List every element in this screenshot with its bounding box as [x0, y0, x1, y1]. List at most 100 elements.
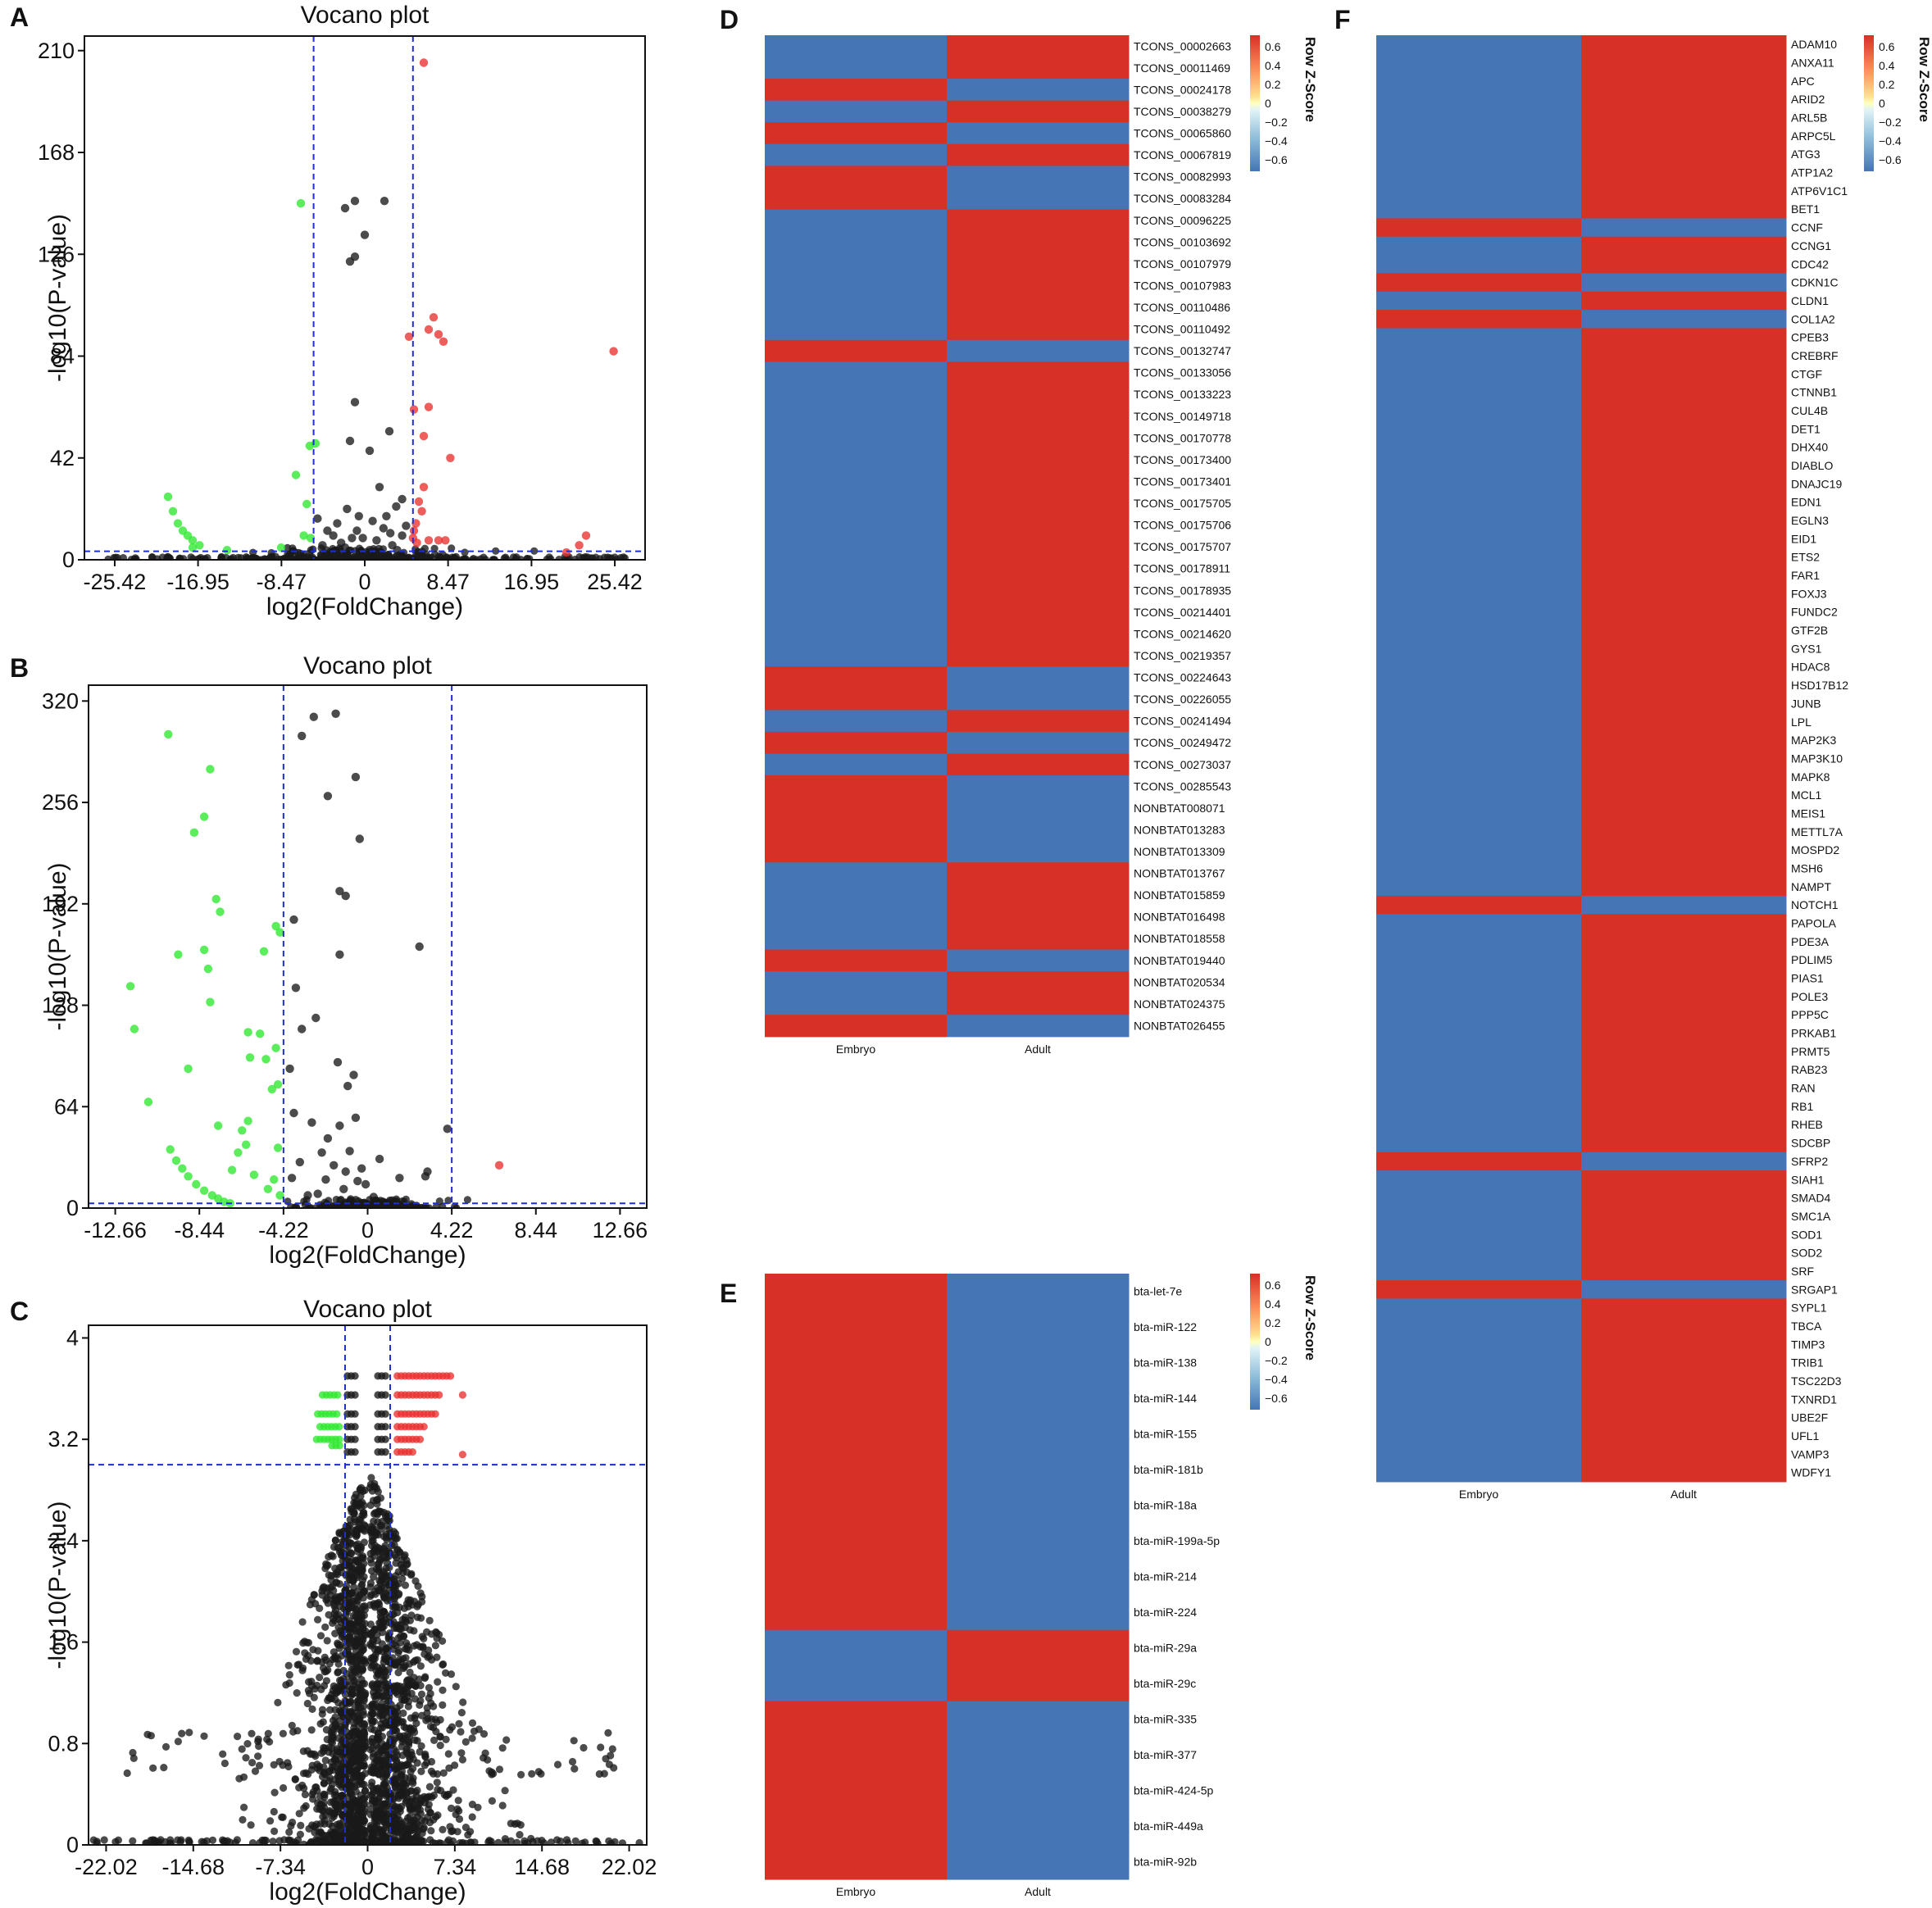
ns-point: [461, 1738, 470, 1746]
ns-point: [260, 555, 268, 560]
ns-point: [279, 1761, 287, 1769]
ns-point: [375, 1545, 384, 1553]
heatmap-cell: [947, 318, 1130, 341]
up-point: [441, 536, 450, 545]
ns-point: [611, 1838, 619, 1845]
heatmap-cell: [765, 275, 948, 298]
ns-point: [373, 1495, 382, 1504]
ns-point: [392, 1203, 400, 1208]
heatmap-row-label: UBE2F: [1791, 1411, 1828, 1424]
x-tick-label: -25.42: [84, 570, 147, 594]
ns-point: [339, 1184, 348, 1194]
ns-point: [280, 1783, 288, 1792]
heatmap-row-label: NONBTAT015859: [1134, 888, 1225, 902]
ns-point: [395, 1621, 403, 1629]
heatmap-row-label: NONBTAT016498: [1134, 911, 1225, 924]
heatmap-row-label: TCONS_00214401: [1134, 606, 1231, 619]
ns-point: [308, 1705, 316, 1713]
heatmap-cell: [1581, 236, 1787, 256]
ns-point: [275, 555, 283, 560]
ns-point: [448, 1723, 457, 1731]
ns-point: [439, 1637, 447, 1645]
heatmap-cell: [1376, 712, 1582, 732]
ns-point: [562, 1836, 571, 1844]
x-tick-label: 7.34: [434, 1855, 477, 1879]
heatmap-cell: [947, 209, 1130, 232]
ns-point: [352, 1541, 360, 1549]
heatmap-cell: [1376, 566, 1582, 585]
ns-point: [407, 1689, 416, 1697]
ns-point: [279, 1729, 287, 1738]
ns-point: [200, 1732, 208, 1740]
ns-point: [300, 553, 308, 560]
down-point: [306, 534, 316, 543]
x-tick-label: -4.22: [258, 1218, 309, 1242]
heatmap-cell: [765, 1665, 948, 1702]
ns-point: [318, 1710, 326, 1718]
x-tick-label: 8.44: [514, 1218, 557, 1242]
ns-point: [392, 502, 401, 511]
ns-point: [394, 1591, 402, 1599]
heatmap-cell: [947, 840, 1130, 863]
heatmap-cell: [765, 906, 948, 929]
ns-point: [152, 1838, 160, 1845]
heatmap-cell: [1376, 438, 1582, 457]
ns-point: [328, 1738, 337, 1747]
ns-point: [331, 1689, 339, 1697]
heatmap-cell: [1376, 877, 1582, 897]
heatmap-row-label: TCONS_00011469: [1134, 61, 1230, 75]
heatmap-cell: [1376, 346, 1582, 366]
heatmap-cell: [947, 405, 1130, 428]
ns-point: [380, 1607, 388, 1615]
heatmap-cell: [1581, 767, 1787, 787]
ns-point: [291, 1775, 299, 1783]
heatmap-row-label: PPP5C: [1791, 1008, 1829, 1021]
ns-point: [340, 555, 348, 560]
heatmap-cell: [947, 361, 1130, 384]
heatmap-cell: [1581, 895, 1787, 915]
ns-point: [346, 1752, 354, 1760]
heatmap-row-label: bta-miR-224: [1134, 1606, 1197, 1619]
heatmap-cell: [765, 1487, 948, 1524]
heatmap-cell: [947, 731, 1130, 755]
heatmap-row-label: SIAH1: [1791, 1173, 1825, 1186]
ns-point: [310, 1591, 318, 1599]
heatmap-cell: [1376, 785, 1582, 805]
heatmap-cell: [765, 470, 948, 493]
ns-point: [361, 1179, 370, 1189]
heatmap-cell: [1581, 639, 1787, 659]
heatmap-cell: [1376, 310, 1582, 329]
up-point: [431, 1410, 439, 1418]
heatmap-cell: [1581, 1261, 1787, 1281]
ns-point: [396, 1805, 404, 1813]
up-point: [458, 1391, 467, 1399]
ns-point: [360, 1508, 368, 1516]
ns-point: [347, 1806, 355, 1815]
heatmap-row-label: ATP6V1C1: [1791, 184, 1848, 198]
ns-point: [396, 1638, 404, 1647]
heatmap-cell: [1376, 859, 1582, 879]
heatmap-cell: [1581, 1445, 1787, 1465]
down-point: [130, 1024, 139, 1034]
down-point: [189, 828, 199, 837]
ns-point: [367, 1716, 375, 1724]
x-tick-label: 12.66: [593, 1218, 648, 1242]
ns-point: [372, 1691, 380, 1699]
heatmap-cell: [765, 1015, 948, 1038]
ns-point: [337, 1838, 345, 1845]
heatmap-row-label: bta-miR-144: [1134, 1392, 1197, 1405]
ns-point: [452, 1204, 461, 1208]
heatmap-row-label: bta-miR-181b: [1134, 1463, 1203, 1476]
heatmap-cell: [1376, 1170, 1582, 1190]
ns-point: [442, 1669, 450, 1677]
heatmap-row-label: bta-miR-29c: [1134, 1677, 1196, 1690]
ns-point: [421, 1751, 430, 1760]
heatmap-cell: [765, 1451, 948, 1488]
ns-point: [358, 1647, 366, 1655]
heatmap-row-label: TCONS_00175705: [1134, 497, 1231, 510]
heatmap-row-label: NONBTAT019440: [1134, 954, 1225, 967]
ns-point: [331, 709, 340, 718]
ns-point: [391, 1600, 399, 1608]
ns-point: [331, 1756, 339, 1764]
heatmap-cell: [947, 753, 1130, 776]
